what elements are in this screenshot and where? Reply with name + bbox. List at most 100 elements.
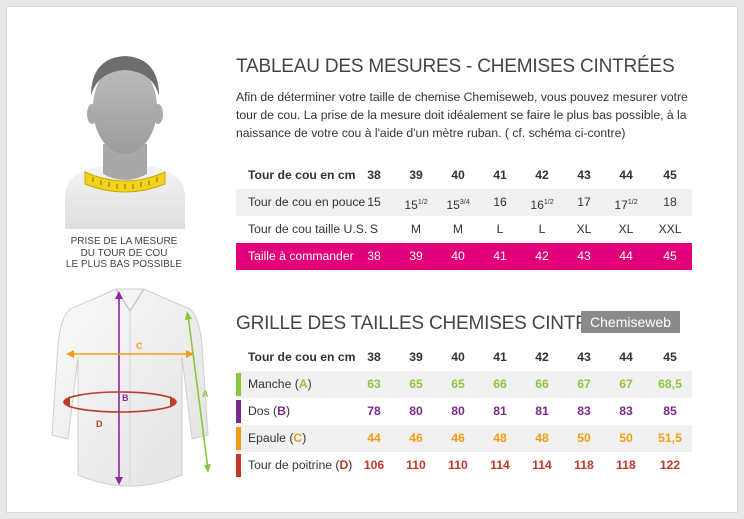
mesures-cell: 42 [535, 168, 549, 182]
grille-row-poitrine: Tour de poitrine (D) 106 110 110 114 114 118 11… [236, 452, 692, 479]
mesures-row-cm: Tour de cou en cm 38 39 40 41 42 43 44 45 [236, 162, 692, 189]
mesures-cell: M [452, 222, 464, 236]
brand-badge: Chemiseweb [581, 311, 680, 333]
grille-cell: 48 [493, 431, 507, 445]
grille-cell: 44 [367, 431, 381, 445]
grille-cell: 110 [448, 458, 468, 472]
mesures-cell: 153/4 [446, 198, 470, 212]
diagram-label-b: B [122, 393, 129, 403]
grille-title: GRILLE DES TAILLES CHEMISES CINTRÉES [236, 313, 627, 334]
mesures-cell: 40 [451, 249, 465, 263]
mesures-cell: 43 [577, 168, 591, 182]
grille-row-dos: Dos (B) 78 80 80 81 81 83 83 85 [236, 398, 692, 425]
grille-row-label: Tour de poitrine (D) [248, 458, 353, 472]
grille-header-cell: 39 [409, 350, 423, 364]
mesures-cell: 17 [577, 195, 591, 209]
grille-cell: 122 [659, 458, 681, 472]
mesures-cell: 45 [663, 168, 677, 182]
mesures-cell: XL [618, 222, 634, 236]
grille-cell: 106 [363, 458, 385, 472]
grille-cell: 65 [409, 377, 423, 391]
mesures-cell: 41 [493, 249, 507, 263]
grille-cell: 85 [663, 404, 677, 418]
grille-cell: 118 [616, 458, 636, 472]
grille-cell: 81 [535, 404, 549, 418]
mesures-cell: 41 [493, 168, 507, 182]
mesures-cell: L [496, 222, 504, 236]
mesures-row-us: Tour de cou taille U.S. S M M L L XL XL XXL [236, 216, 692, 243]
mesures-cell: 38 [367, 249, 381, 263]
mesures-cell: XL [576, 222, 592, 236]
grille-cell: 50 [619, 431, 633, 445]
diagram-label-d: D [96, 419, 103, 429]
mesures-cell: 171/2 [614, 198, 638, 212]
grille-cell: 118 [574, 458, 594, 472]
mesures-row-commander: Taille à commander 38 39 40 41 42 43 44 45 [236, 243, 692, 270]
mesures-cell: 39 [409, 168, 423, 182]
grille-row-manche: Manche (A) 63 65 65 66 66 67 67 68,5 [236, 371, 692, 398]
grille-cell: 83 [619, 404, 633, 418]
grille-cell: 63 [367, 377, 381, 391]
mesures-cell: 43 [577, 249, 591, 263]
row-color-bar [236, 454, 241, 477]
grille-cell: 48 [535, 431, 549, 445]
grille-cell: 66 [535, 377, 549, 391]
mesures-row-pouce: Tour de cou en pouce 15 151/2 153/4 16 161/2… [236, 189, 692, 216]
mesures-cell: 44 [619, 249, 633, 263]
grille-header-cell: 44 [619, 350, 633, 364]
grille-cell: 67 [577, 377, 591, 391]
mesures-cell: L [538, 222, 546, 236]
mesures-title: TABLEAU DES MESURES - CHEMISES CINTRÉES [236, 56, 675, 77]
diagram-label-c: C [136, 341, 143, 351]
mesures-cell: 42 [535, 249, 549, 263]
grille-cell: 81 [493, 404, 507, 418]
grille-cell: 46 [409, 431, 423, 445]
measure-caption: PRISE DE LA MESURE DU TOUR DE COU LE PLU… [65, 236, 183, 270]
grille-cell: 46 [451, 431, 465, 445]
mesures-intro: Afin de déterminer votre taille de chemi… [236, 90, 688, 140]
grille-header-cell: 45 [663, 350, 677, 364]
grille-cell: 110 [406, 458, 426, 472]
grille-row-label: Manche (A) [248, 377, 312, 391]
mesures-cell: 45 [663, 249, 677, 263]
grille-cell: 50 [577, 431, 591, 445]
grille-cell: 66 [493, 377, 507, 391]
mesures-cell: 40 [451, 168, 465, 182]
grille-cell: 67 [619, 377, 633, 391]
grille-cell: 51,5 [658, 431, 682, 445]
grille-cell: 83 [577, 404, 591, 418]
row-color-bar [236, 373, 241, 396]
grille-header-cell: 40 [451, 350, 465, 364]
mesures-cell: 16 [493, 195, 507, 209]
row-color-bar [236, 400, 241, 423]
grille-header-cell: 42 [535, 350, 549, 364]
mesures-cell: 38 [367, 168, 381, 182]
grille-cell: 114 [490, 458, 510, 472]
grille-cell: 114 [532, 458, 552, 472]
grille-cell: 80 [409, 404, 423, 418]
mesures-cell: 151/2 [404, 198, 428, 212]
grille-row-label: Epaule (C) [248, 431, 307, 445]
grille-row-header: Tour de cou en cm 38 39 40 41 42 43 44 45 [236, 344, 692, 371]
grille-cell: 68,5 [658, 377, 682, 391]
grille-header-cell: 41 [493, 350, 507, 364]
mesures-cell: M [410, 222, 422, 236]
grille-header-cell: 38 [367, 350, 381, 364]
grille-row-epaule: Epaule (C) 44 46 46 48 48 50 50 51,5 [236, 425, 692, 452]
head-measure-icon [65, 56, 185, 229]
mesures-cell: 39 [409, 249, 423, 263]
mesures-cell: S [369, 222, 379, 236]
grille-cell: 80 [451, 404, 465, 418]
diagram-label-a: A [202, 389, 209, 399]
mesures-cell: 15 [367, 195, 381, 209]
grille-row-label: Dos (B) [248, 404, 290, 418]
mesures-cell: 44 [619, 168, 633, 182]
shirt-diagram-icon: B C D A [51, 288, 211, 487]
mesures-cell: 18 [663, 195, 677, 209]
mesures-cell: XXL [658, 222, 682, 236]
grille-cell: 78 [367, 404, 381, 418]
row-color-bar [236, 427, 241, 450]
grille-cell: 65 [451, 377, 465, 391]
grille-header-cell: 43 [577, 350, 591, 364]
mesures-cell: 161/2 [530, 198, 554, 212]
